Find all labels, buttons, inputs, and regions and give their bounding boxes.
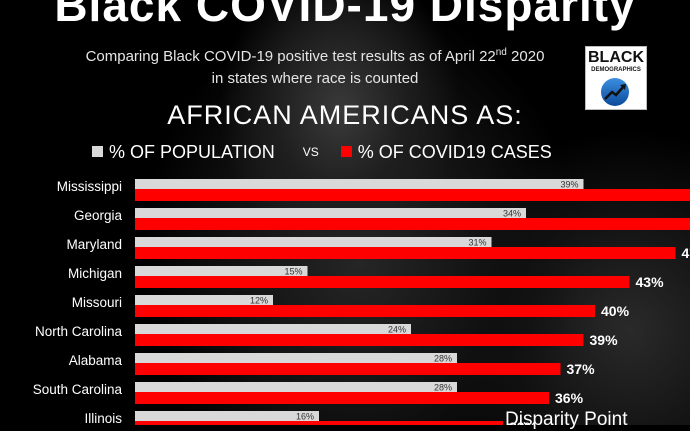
main-title: Black COVID-19 Disparity [0,0,690,32]
legend-item-cases: % OF COVID19 CASES [341,142,552,163]
bar-population [135,382,457,392]
category-label: South Carolina [33,382,123,397]
bar-label-population: 24% [388,325,406,335]
bar-cases [135,392,549,404]
bar-label-population: 39% [560,180,578,190]
bar-population [135,237,492,247]
chart-legend: % OF POPULATION VS % OF COVID19 CASES [92,142,552,166]
bar-label-population: 15% [284,267,302,277]
bar-label-cases: 39% [590,332,619,348]
category-label: North Carolina [35,324,123,339]
bar-label-population: 31% [468,238,486,248]
bar-chart: Mississippi39%55%Georgia34%53%Maryland31… [0,170,690,425]
category-label: Mississippi [57,179,122,194]
bar-label-population: 12% [250,296,268,306]
subtitle-line2: in states where race is counted [40,68,590,90]
subtitle-superscript: nd [496,47,507,58]
bar-population [135,266,308,276]
bar-population [135,353,457,363]
legend-vs: VS [303,145,319,159]
bar-label-cases: 43% [636,274,665,290]
bar-label-cases: 37% [567,361,596,377]
bar-cases [135,218,690,230]
category-label: Alabama [69,353,123,368]
subtitle: Comparing Black COVID-19 positive test r… [40,42,590,90]
logo-word-black: BLACK [586,49,646,67]
bar-population [135,411,319,421]
legend-label-population: % OF POPULATION [109,142,275,162]
bar-label-cases: 47% [682,245,690,261]
bar-cases [135,247,676,259]
subtitle-line1: Comparing Black COVID-19 positive test r… [86,48,496,65]
bar-population [135,208,526,218]
bar-cases [135,421,503,425]
logo-word-demographics: DEMOGRAPHICS [586,67,646,73]
bar-label-cases: 36% [555,390,584,406]
chart-heading: AFRICAN AMERICANS AS: [0,100,690,131]
category-label: Michigan [68,266,122,281]
legend-item-population: % OF POPULATION [92,142,275,163]
legend-swatch-cases [341,146,352,157]
disparity-point-label: Disparity Point [505,409,628,431]
category-label: Missouri [72,295,122,310]
bar-cases [135,276,630,288]
category-label: Maryland [66,237,122,252]
bar-population [135,179,584,189]
bar-cases [135,189,690,201]
legend-label-cases: % OF COVID19 CASES [358,142,552,162]
bar-population [135,324,411,334]
bar-label-population: 34% [503,209,521,219]
bar-cases [135,363,561,375]
bar-cases [135,334,584,346]
bar-label-population: 16% [296,412,314,422]
legend-swatch-population [92,146,103,157]
category-label: Georgia [74,208,123,223]
bar-cases [135,305,595,317]
subtitle-year: 2020 [507,48,545,65]
bar-label-population: 28% [434,383,452,393]
bar-label-cases: 40% [601,303,630,319]
category-label: Illinois [84,411,122,425]
bar-label-population: 28% [434,354,452,364]
